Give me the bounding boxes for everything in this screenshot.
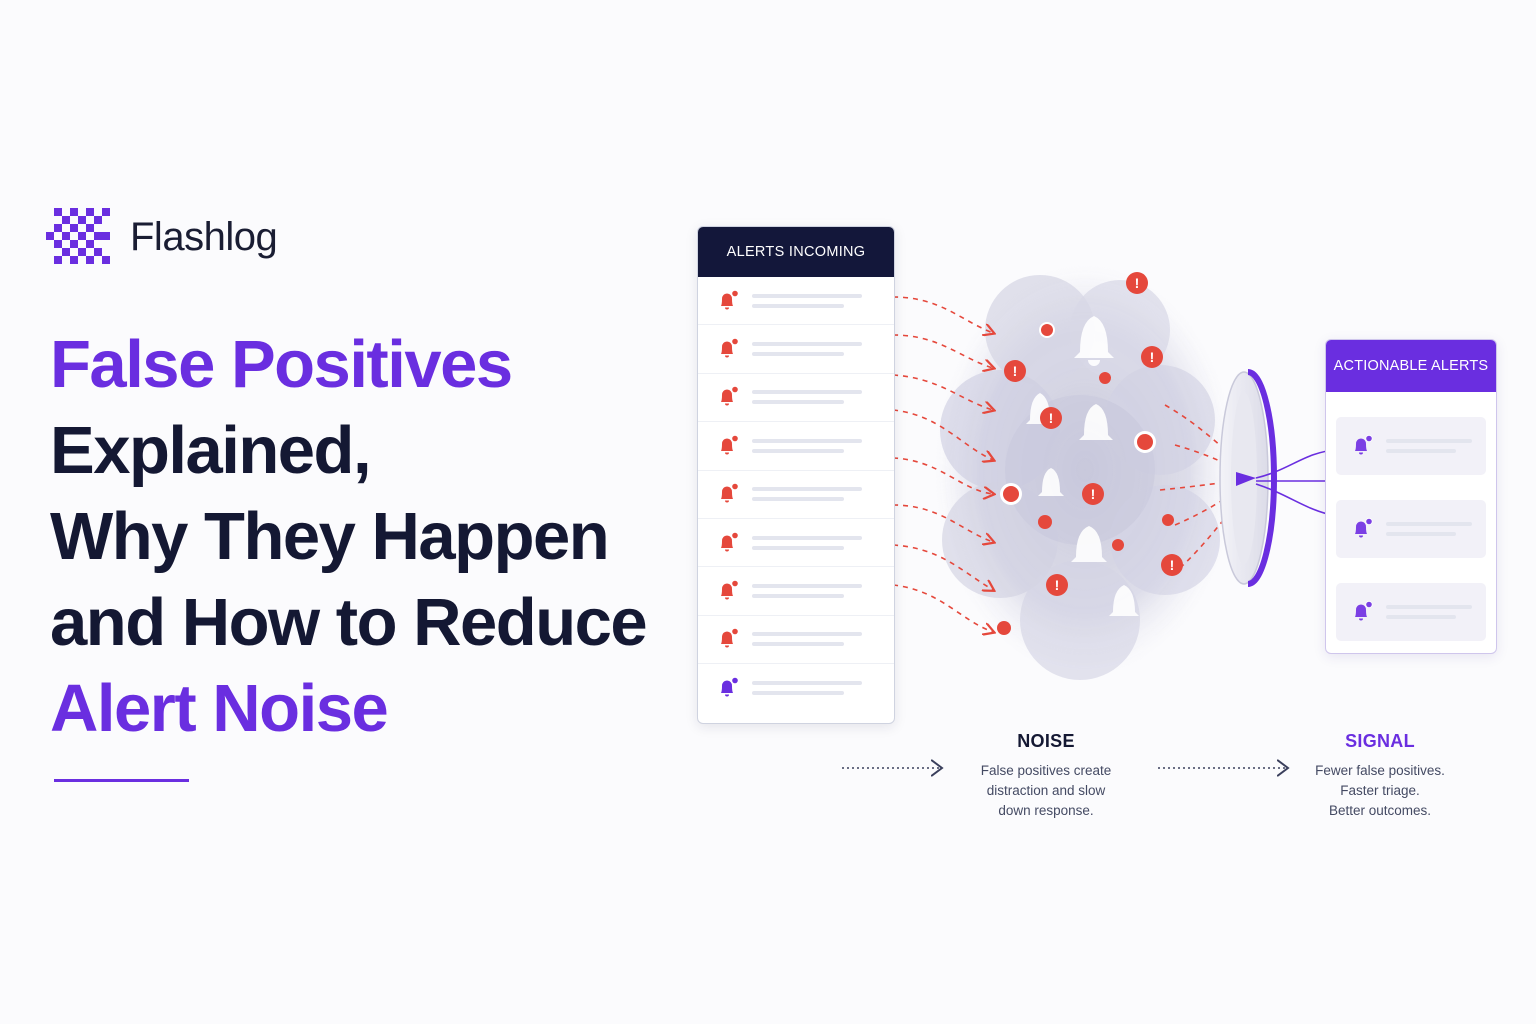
- placeholder-lines: [752, 390, 862, 405]
- bell-alert-icon: [716, 434, 740, 458]
- title-line-3: Why They Happen: [50, 499, 610, 574]
- placeholder-lines: [1386, 522, 1472, 536]
- signal-line-1: Fewer false positives.: [1315, 763, 1445, 778]
- signal-title: SIGNAL: [1345, 731, 1415, 751]
- placeholder-lines: [752, 632, 862, 647]
- svg-text:!: !: [1049, 410, 1054, 426]
- list-item: [698, 519, 894, 568]
- bell-alert-icon: [1350, 600, 1374, 624]
- actionable-alert-card: [1336, 583, 1486, 641]
- noise-title: NOISE: [1017, 731, 1075, 751]
- bell-alert-icon: [716, 531, 740, 555]
- list-item: [698, 374, 894, 423]
- svg-text:!: !: [1170, 557, 1175, 573]
- noise-caption: NOISE False positives create distraction…: [966, 731, 1126, 821]
- svg-text:!: !: [1013, 363, 1018, 379]
- bell-alert-icon: [1350, 434, 1374, 458]
- alerts-incoming-panel: ALERTS INCOMING: [697, 226, 895, 724]
- placeholder-lines: [752, 342, 862, 357]
- brand: Flashlog: [44, 206, 278, 268]
- alerts-incoming-title: ALERTS INCOMING: [698, 227, 894, 277]
- signal-line-2: Faster triage.: [1340, 783, 1420, 798]
- incoming-arrows: [892, 296, 993, 632]
- pixel-lightning-icon: [46, 208, 110, 264]
- list-item: [698, 616, 894, 665]
- signal-caption: SIGNAL Fewer false positives. Faster tri…: [1300, 731, 1460, 821]
- svg-text:!: !: [1135, 275, 1140, 291]
- actionable-alert-card: [1336, 417, 1486, 475]
- list-item: [698, 325, 894, 374]
- bell-alert-icon: [716, 337, 740, 361]
- bell-alert-icon: [1350, 517, 1374, 541]
- placeholder-lines: [1386, 605, 1472, 619]
- bell-alert-icon: [716, 627, 740, 651]
- bell-alert-icon: [716, 385, 740, 409]
- svg-text:!: !: [1150, 349, 1155, 365]
- signal-line-3: Better outcomes.: [1328, 803, 1432, 818]
- noise-line-1: False positives create: [980, 763, 1112, 778]
- title-line-5: Alert Noise: [50, 671, 389, 746]
- actionable-alerts-title: ACTIONABLE ALERTS: [1326, 340, 1496, 392]
- bell-alert-icon: [716, 676, 740, 700]
- svg-text:!: !: [1091, 486, 1096, 502]
- placeholder-lines: [752, 535, 862, 550]
- alert-badge-icons: ! ! ! ! ! ! !: [997, 272, 1183, 635]
- page-title: False Positives Explained, Why They Happ…: [50, 322, 648, 752]
- list-item: [698, 567, 894, 616]
- placeholder-lines: [752, 584, 862, 599]
- title-line-1: False Positives: [50, 327, 513, 402]
- brand-name: Flashlog: [130, 214, 278, 259]
- list-item: [698, 277, 894, 326]
- list-item: [698, 664, 894, 712]
- noise-line-3: down response.: [998, 803, 1094, 818]
- placeholder-lines: [752, 293, 862, 308]
- bell-alert-icon: [716, 579, 740, 603]
- placeholder-lines: [752, 487, 862, 502]
- title-line-2: Explained,: [50, 413, 372, 488]
- svg-text:!: !: [1055, 577, 1060, 593]
- list-item: [698, 422, 894, 471]
- bell-alert-icon: [716, 289, 740, 313]
- title-underline: [54, 779, 189, 782]
- placeholder-lines: [1386, 439, 1472, 453]
- title-line-4: and How to Reduce: [50, 585, 648, 660]
- list-item: [698, 471, 894, 519]
- filter-lens-icon: [1219, 369, 1277, 587]
- actionable-alerts-panel: ACTIONABLE ALERTS: [1325, 339, 1497, 654]
- actionable-alert-card: [1336, 500, 1486, 558]
- noise-line-2: distraction and slow: [986, 783, 1106, 798]
- bell-alert-icon: [716, 482, 740, 506]
- placeholder-lines: [752, 438, 862, 453]
- placeholder-lines: [752, 681, 862, 696]
